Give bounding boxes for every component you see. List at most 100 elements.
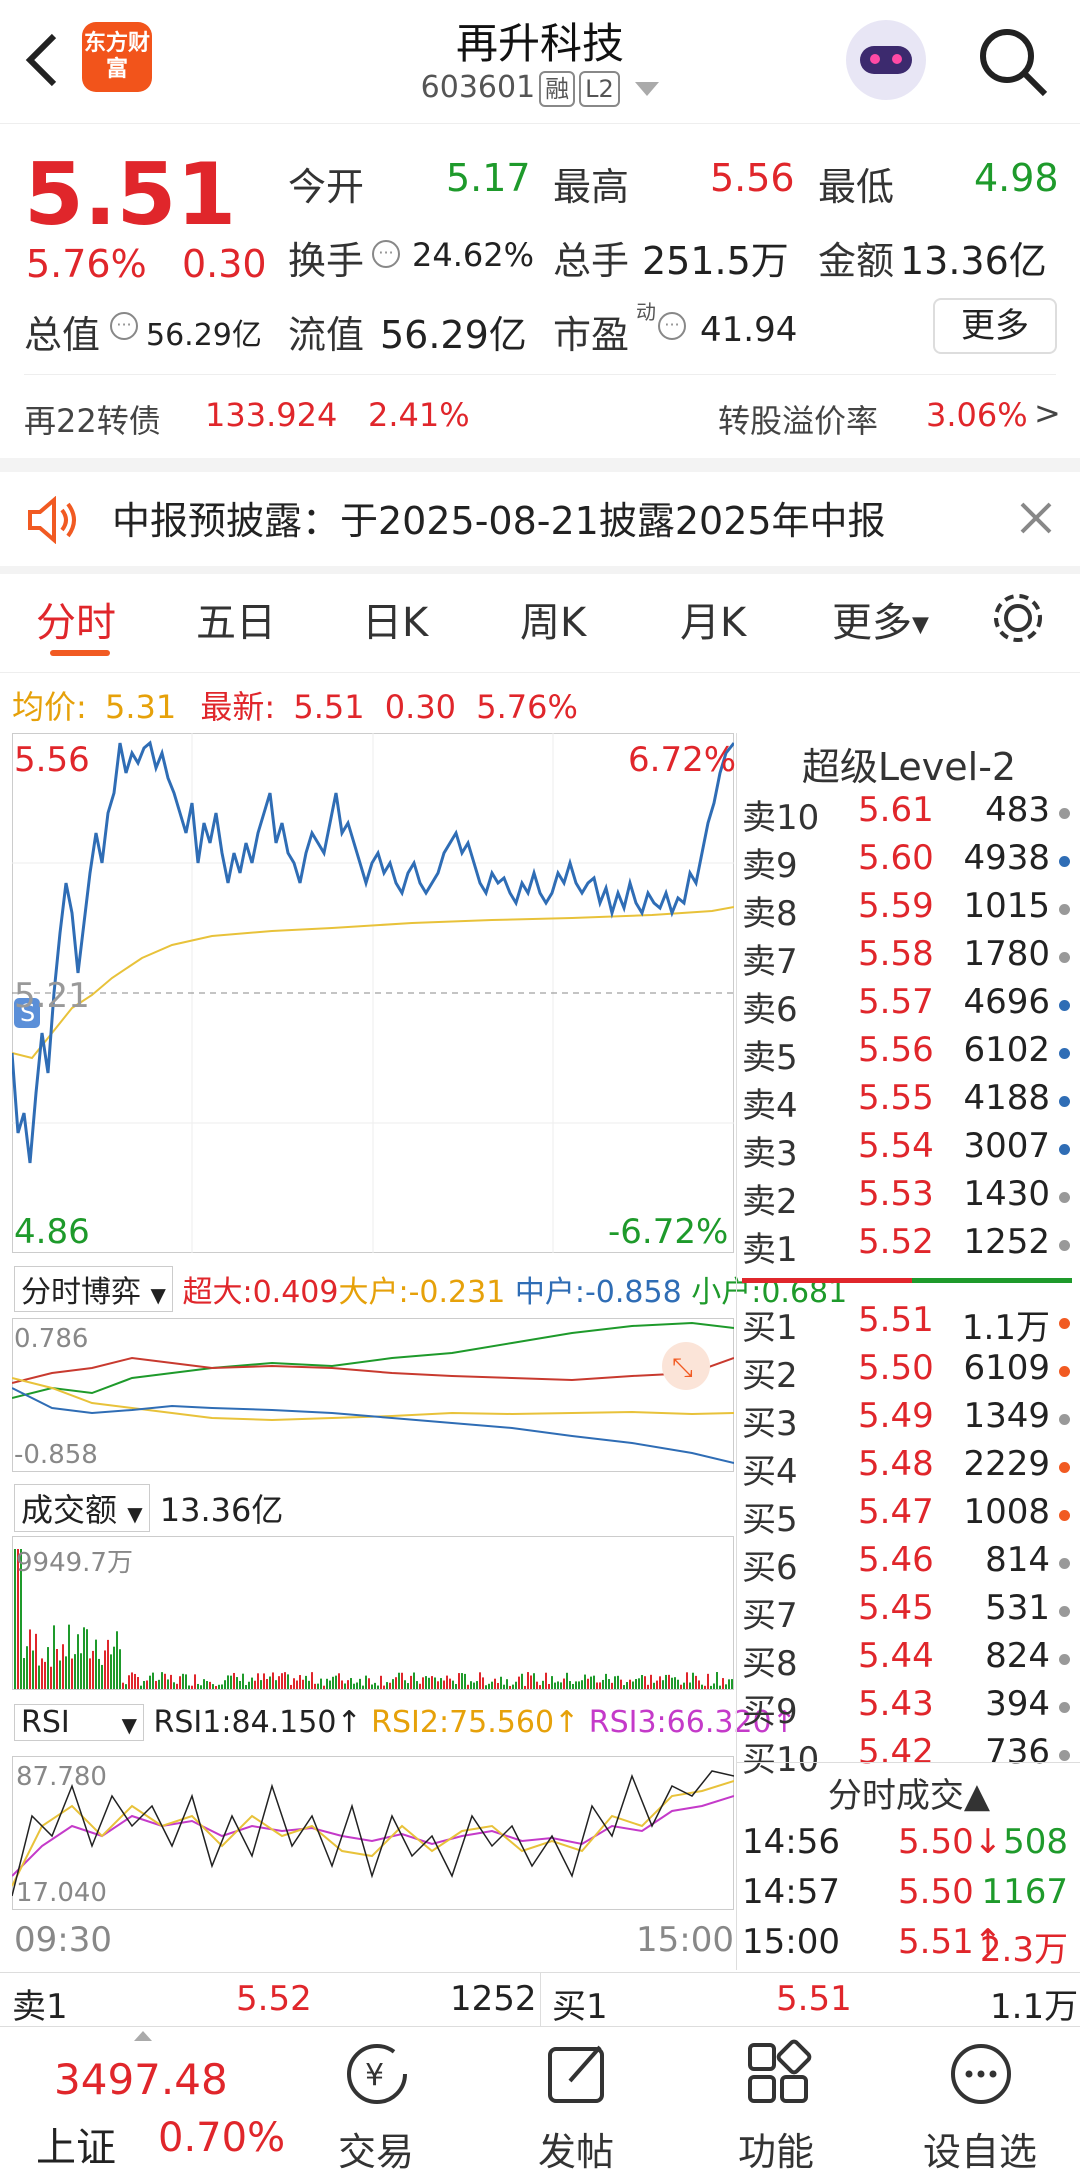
premium-label: 转股溢价率 xyxy=(718,402,879,440)
bid-volume: 6109 xyxy=(963,1348,1050,1388)
ask-volume: 4938 xyxy=(963,838,1050,878)
bid-row[interactable]: 买1 5.51 1.1万 xyxy=(742,1300,1072,1348)
volume-selector[interactable]: 成交额 ▼ xyxy=(14,1484,150,1532)
ask-label: 卖4 xyxy=(742,1086,798,1126)
tab-monthly-k[interactable]: 月K xyxy=(680,600,747,646)
premium-value: 3.06% xyxy=(926,396,1028,434)
bid-label: 买2 xyxy=(742,1356,798,1396)
back-arrow-icon[interactable] xyxy=(22,30,62,90)
robot-avatar[interactable] xyxy=(846,20,926,100)
tab-five-day[interactable]: 五日 xyxy=(196,600,276,646)
last-label: 最新: xyxy=(200,688,276,726)
y-mid: 5.21 xyxy=(14,976,90,1016)
level2-title[interactable]: 超级Level-2 xyxy=(801,745,1017,789)
s-marker[interactable] xyxy=(14,998,40,1028)
bid-volume: 2229 xyxy=(963,1444,1050,1484)
ask-row[interactable]: 卖5 5.56 6102 xyxy=(742,1030,1072,1078)
index-name: 上证 xyxy=(36,2125,116,2171)
search-icon[interactable] xyxy=(975,24,1051,100)
ask-row[interactable]: 卖3 5.54 3007 xyxy=(742,1126,1072,1174)
tab-intraday[interactable]: 分时 xyxy=(36,600,116,646)
ask-price: 5.55 xyxy=(858,1078,934,1118)
y-high: 5.56 xyxy=(14,740,90,780)
ask-row[interactable]: 卖8 5.59 1015 xyxy=(742,886,1072,934)
flow-y-bottom: -0.858 xyxy=(14,1440,98,1470)
order-dot-icon xyxy=(1059,1000,1070,1011)
super-flow-line xyxy=(12,1356,734,1384)
bid-row[interactable]: 买7 5.45 531 xyxy=(742,1588,1072,1636)
ticks-title[interactable]: 分时成交▲ xyxy=(827,1776,991,1816)
rsi-header: RSI ▼ RSI1:84.150↑ RSI2:75.560↑ RSI3:66.… xyxy=(14,1704,797,1741)
order-dot-icon xyxy=(1059,952,1070,963)
bid-row[interactable]: 买3 5.49 1349 xyxy=(742,1396,1072,1444)
convertible-bond-row[interactable]: 再22转债 133.924 2.41% 转股溢价率 3.06% > xyxy=(0,386,1080,446)
ask-row[interactable]: 卖4 5.55 4188 xyxy=(742,1078,1072,1126)
bid-row[interactable]: 买6 5.46 814 xyxy=(742,1540,1072,1588)
ask-row[interactable]: 卖10 5.61 483 xyxy=(742,790,1072,838)
bid-row[interactable]: 买9 5.43 394 xyxy=(742,1684,1072,1732)
tab-weekly-k[interactable]: 周K xyxy=(520,600,587,646)
flow-selector[interactable]: 分时博弈 ▼ xyxy=(14,1266,173,1312)
bid-volume: 394 xyxy=(985,1684,1050,1724)
bid-price: 5.42 xyxy=(858,1732,934,1772)
tab-daily-k[interactable]: 日K xyxy=(362,600,429,646)
margin-tag: 融 xyxy=(539,71,576,107)
bid-row[interactable]: 买8 5.44 824 xyxy=(742,1636,1072,1684)
bond-price: 133.924 xyxy=(205,396,338,434)
avg-price-line xyxy=(12,906,734,1060)
expand-icon[interactable] xyxy=(662,1342,710,1390)
high-value: 5.56 xyxy=(710,156,795,200)
bq-ask-price: 5.52 xyxy=(236,1979,312,2019)
flow-chart[interactable]: ⤡ xyxy=(12,1318,734,1472)
rsi-selector[interactable]: RSI ▼ xyxy=(14,1704,144,1741)
eastmoney-logo[interactable]: 东方财富 xyxy=(82,22,152,92)
tick-price: 5.50↓ xyxy=(898,1822,1003,1862)
flow-y-top: 0.786 xyxy=(14,1324,89,1354)
bid-row[interactable]: 买5 5.47 1008 xyxy=(742,1492,1072,1540)
info-icon[interactable]: ··· xyxy=(658,312,686,340)
intraday-chart[interactable]: S xyxy=(12,733,734,1253)
info-icon[interactable]: ··· xyxy=(372,240,400,268)
bid-row[interactable]: 买2 5.50 6109 xyxy=(742,1348,1072,1396)
order-dot-icon xyxy=(1059,1240,1070,1251)
bid-row[interactable]: 买10 5.42 736 xyxy=(742,1732,1072,1780)
tab-more[interactable]: 更多▼ xyxy=(832,590,929,648)
stock-code-row[interactable]: 603601 融 L2 xyxy=(0,70,1080,107)
order-dot-icon xyxy=(1059,1510,1070,1521)
volume-total: 13.36亿 xyxy=(159,1491,284,1529)
bid-bar xyxy=(912,1278,1072,1283)
tick-price: 5.51↑ xyxy=(898,1922,1003,1962)
bid-price: 5.43 xyxy=(858,1684,934,1724)
order-dot-icon xyxy=(1059,808,1070,819)
ask-row[interactable]: 卖2 5.53 1430 xyxy=(742,1174,1072,1222)
settings-gear-icon[interactable] xyxy=(990,590,1046,646)
ask-row[interactable]: 卖7 5.58 1780 xyxy=(742,934,1072,982)
dropdown-triangle-icon xyxy=(635,81,660,96)
pe-label: 市盈 xyxy=(553,313,630,357)
notice-bar[interactable]: 中报预披露：于2025-08-21披露2025年中报 xyxy=(0,472,1080,566)
ask-row[interactable]: 卖9 5.60 4938 xyxy=(742,838,1072,886)
y-high-pct: 6.72% xyxy=(628,740,737,780)
stock-code: 603601 xyxy=(420,70,536,105)
divider xyxy=(540,1973,541,2027)
flow-header: 分时博弈 ▼ 超大:0.409大户:-0.231 中户:-0.858 小户:0.… xyxy=(14,1266,847,1312)
order-dot-icon xyxy=(1059,1702,1070,1713)
ask-row[interactable]: 卖1 5.52 1252 xyxy=(742,1222,1072,1270)
info-icon[interactable]: ··· xyxy=(110,312,138,340)
bid-row[interactable]: 买4 5.48 2229 xyxy=(742,1444,1072,1492)
order-dot-icon xyxy=(1059,1366,1070,1377)
more-button[interactable]: 更多 xyxy=(933,298,1057,354)
current-price: 5.51 xyxy=(24,145,237,245)
ask-row[interactable]: 卖6 5.57 4696 xyxy=(742,982,1072,1030)
ask-label: 卖3 xyxy=(742,1134,798,1174)
bq-bid-price: 5.51 xyxy=(776,1979,852,2019)
close-icon[interactable] xyxy=(1018,500,1054,536)
volume-value: 251.5万 xyxy=(642,239,789,283)
active-tab-indicator xyxy=(50,650,110,656)
bid-volume: 814 xyxy=(985,1540,1050,1580)
ask-label: 卖7 xyxy=(742,942,798,982)
index-ticker[interactable]: 3497.48 上证 0.70% xyxy=(0,2027,300,2172)
index-value: 3497.48 xyxy=(54,2055,228,2104)
flow-label: 分时博弈 xyxy=(21,1275,141,1310)
order-dot-icon xyxy=(1059,1558,1070,1569)
